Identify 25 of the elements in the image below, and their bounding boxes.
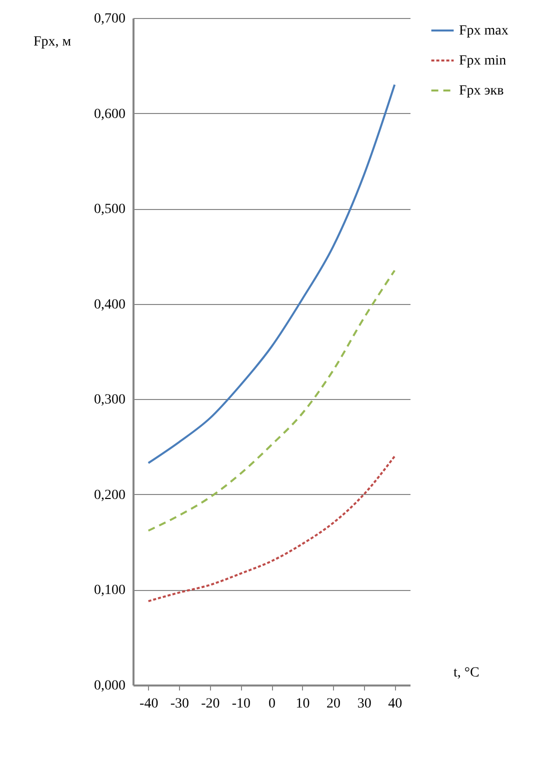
x-tick-label: 20 [326, 696, 341, 712]
x-axis-title: t, °C [454, 666, 480, 680]
y-tick-label: 0,700 [94, 12, 126, 26]
line-series [147, 270, 396, 532]
x-tick-label: 30 [357, 696, 372, 712]
y-tick-label: 0,500 [94, 202, 126, 218]
x-tick-label: -40 [140, 696, 158, 712]
y-tick-label: 0,600 [94, 106, 126, 122]
y-tick-label: 0,300 [94, 392, 126, 408]
x-tick-label: -20 [201, 696, 220, 712]
y-axis-title: Fрх, м [34, 34, 72, 50]
y-tick-label: 0,400 [94, 297, 126, 312]
y-tick-label: 0,100 [94, 583, 126, 598]
x-tick-label: 40 [388, 696, 402, 712]
line-series [147, 84, 396, 464]
x-tick-label: -30 [170, 696, 190, 712]
x-tick-label: -10 [232, 696, 251, 712]
x-tick-label: 0 [268, 696, 276, 712]
line-series [147, 455, 396, 602]
legend-label: Fрх min [459, 54, 506, 68]
y-tick-label: 0,000 [94, 678, 126, 694]
legend-label: Fрх max [459, 24, 508, 38]
x-tick-label: 10 [296, 696, 310, 712]
y-tick-label: 0,200 [94, 488, 126, 503]
legend-label: Fрх экв [459, 84, 504, 98]
